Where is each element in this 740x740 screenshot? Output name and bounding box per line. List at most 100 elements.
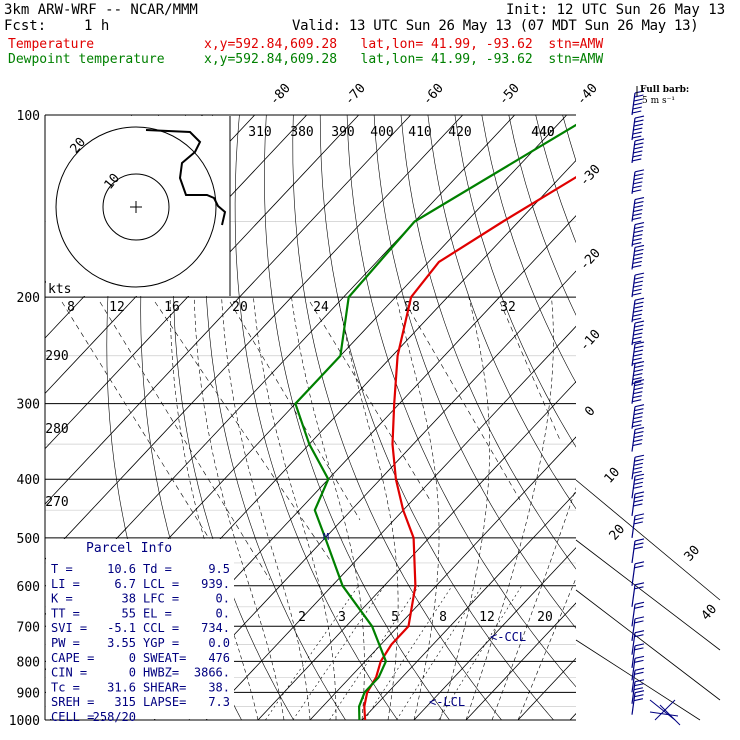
- hodograph-speed-line: [499, 301, 561, 441]
- wind-barb: [631, 655, 645, 681]
- hodograph-speed-line: [99, 301, 271, 581]
- isotherm-label-0: 0: [582, 404, 598, 420]
- wind-barb: [631, 427, 645, 452]
- theta-label-290: 290: [45, 349, 68, 364]
- hodograph-speed-line: [309, 301, 431, 501]
- isotherm-extension: [575, 589, 721, 701]
- parcel-info-cell: LAPSE=: [143, 695, 186, 709]
- wind-barb-flag: [634, 605, 644, 609]
- wind-barb-flag: [634, 226, 644, 230]
- dry-adiabat: [643, 115, 740, 720]
- dry-adiabat: [373, 115, 576, 629]
- wind-barb-flag: [634, 222, 645, 226]
- parcel-info-cell: SHEAR=: [143, 680, 186, 694]
- parcel-info-cell: 476: [208, 651, 230, 665]
- wind-barb-flag: [633, 698, 644, 702]
- wind-barb-flag: [634, 565, 644, 569]
- wind-barb: [631, 454, 645, 480]
- wind-barb-flag: [633, 256, 643, 260]
- wind-barb-flag: [633, 372, 643, 377]
- parcel-info-cell: 0.: [216, 592, 230, 606]
- parcel-info-cell: 0: [129, 651, 136, 665]
- wind-barb-flag: [633, 462, 644, 466]
- theta-label-380: 380: [290, 125, 313, 140]
- parcel-info-cell: EL =: [143, 606, 172, 620]
- wind-barb-staff: [631, 247, 636, 270]
- wind-barb-flag: [632, 292, 642, 296]
- wind-barb-flag: [634, 647, 644, 651]
- wind-barb-flag: [632, 288, 642, 292]
- dry-adiabat: [670, 115, 740, 720]
- moist-adiabat: [337, 297, 399, 720]
- model-title: 3km ARW-WRF -- NCAR/MMM: [4, 2, 198, 18]
- parcel-info-cell: CELL =: [51, 710, 94, 724]
- hodograph-speed-line: [61, 301, 211, 541]
- mixing-ratio-line: [364, 585, 453, 720]
- forecast-label: Fcst:: [4, 18, 47, 34]
- wind-barb-flag: [634, 495, 644, 499]
- sounding-profiles: [294, 123, 576, 720]
- wind-barb-flag: [632, 399, 642, 403]
- theta-label-440: 440: [531, 125, 554, 140]
- wind-barb-flag: [632, 424, 642, 428]
- wind-barb-flag: [634, 119, 644, 123]
- parcel-info-cell: SWEAT=: [143, 651, 186, 665]
- moist-adiabat: [439, 297, 490, 720]
- parcel-info-cell: HWBZ=: [143, 666, 179, 680]
- wind-barb-flag: [634, 427, 645, 431]
- pressure-label-600: 600: [17, 580, 40, 595]
- parcel-info-cell: K =: [51, 592, 73, 606]
- parcel-info-cell: CCL =: [143, 621, 179, 635]
- wind-barb: [631, 169, 645, 194]
- wind-barb-flag: [634, 360, 645, 365]
- parcel-info-cell: 3.55: [107, 636, 136, 650]
- wind-barb-flag: [633, 387, 644, 391]
- parcel-info-background: [46, 539, 234, 719]
- hodograph-speed-line: [404, 301, 521, 501]
- wind-barb-flag: [634, 667, 645, 671]
- isotherm-label-30: 30: [682, 543, 704, 565]
- dry-adiabat: [400, 115, 576, 570]
- pressure-label-900: 900: [17, 686, 40, 701]
- parcel-info-cell: CAPE =: [51, 651, 94, 665]
- hodograph-speed-line: [229, 301, 361, 521]
- wind-barb-flag: [634, 458, 644, 462]
- wind-barb-flag: [634, 517, 644, 521]
- wind-barb-flag: [633, 127, 643, 131]
- theta-label-270: 270: [45, 495, 68, 510]
- moist-adiabat: [465, 297, 554, 720]
- wind-barb: [631, 561, 645, 586]
- wind-barb-staff: [631, 343, 636, 367]
- isotherm-label--70: -70: [342, 81, 369, 108]
- wind-barb-flag: [634, 297, 645, 301]
- wind-barb-flag: [633, 305, 644, 309]
- isotherm-label--10: -10: [577, 327, 604, 354]
- wind-barb-flag: [633, 150, 643, 154]
- isotherm: [413, 547, 576, 720]
- parcel-info-cell: 939.: [201, 577, 230, 591]
- wind-barb-flag: [634, 634, 644, 638]
- wind-barb-flag: [634, 94, 644, 98]
- hodograph-ring-20: [55, 126, 217, 288]
- wind-barb-flag: [632, 380, 642, 385]
- wind-barb-flag: [632, 185, 642, 189]
- wind-barb-flag: [632, 264, 642, 268]
- wind-barb: [631, 196, 645, 222]
- wind-barb-flag: [634, 244, 645, 248]
- parcel-info-cell: 10.6: [107, 562, 136, 576]
- parcel-info-cell: 0.: [216, 606, 230, 620]
- wind-barb-flag: [634, 582, 645, 586]
- wind-barb-flag: [633, 687, 644, 691]
- lcl-marker: <-LCL: [429, 695, 465, 709]
- wind-barb-flag: [634, 655, 645, 659]
- wind-barb-flag: [634, 324, 644, 328]
- parcel-info-cell: 38: [122, 592, 136, 606]
- wind-barb: [631, 538, 645, 564]
- wind-barb-staff: [631, 140, 636, 163]
- wind-barb-flag: [633, 98, 644, 102]
- wind-barb-staff: [631, 540, 636, 564]
- wind-barb-flag: [634, 341, 645, 345]
- wind-barb: [631, 491, 645, 517]
- wind-barb-flag: [634, 383, 644, 387]
- wind-barb: [631, 601, 645, 627]
